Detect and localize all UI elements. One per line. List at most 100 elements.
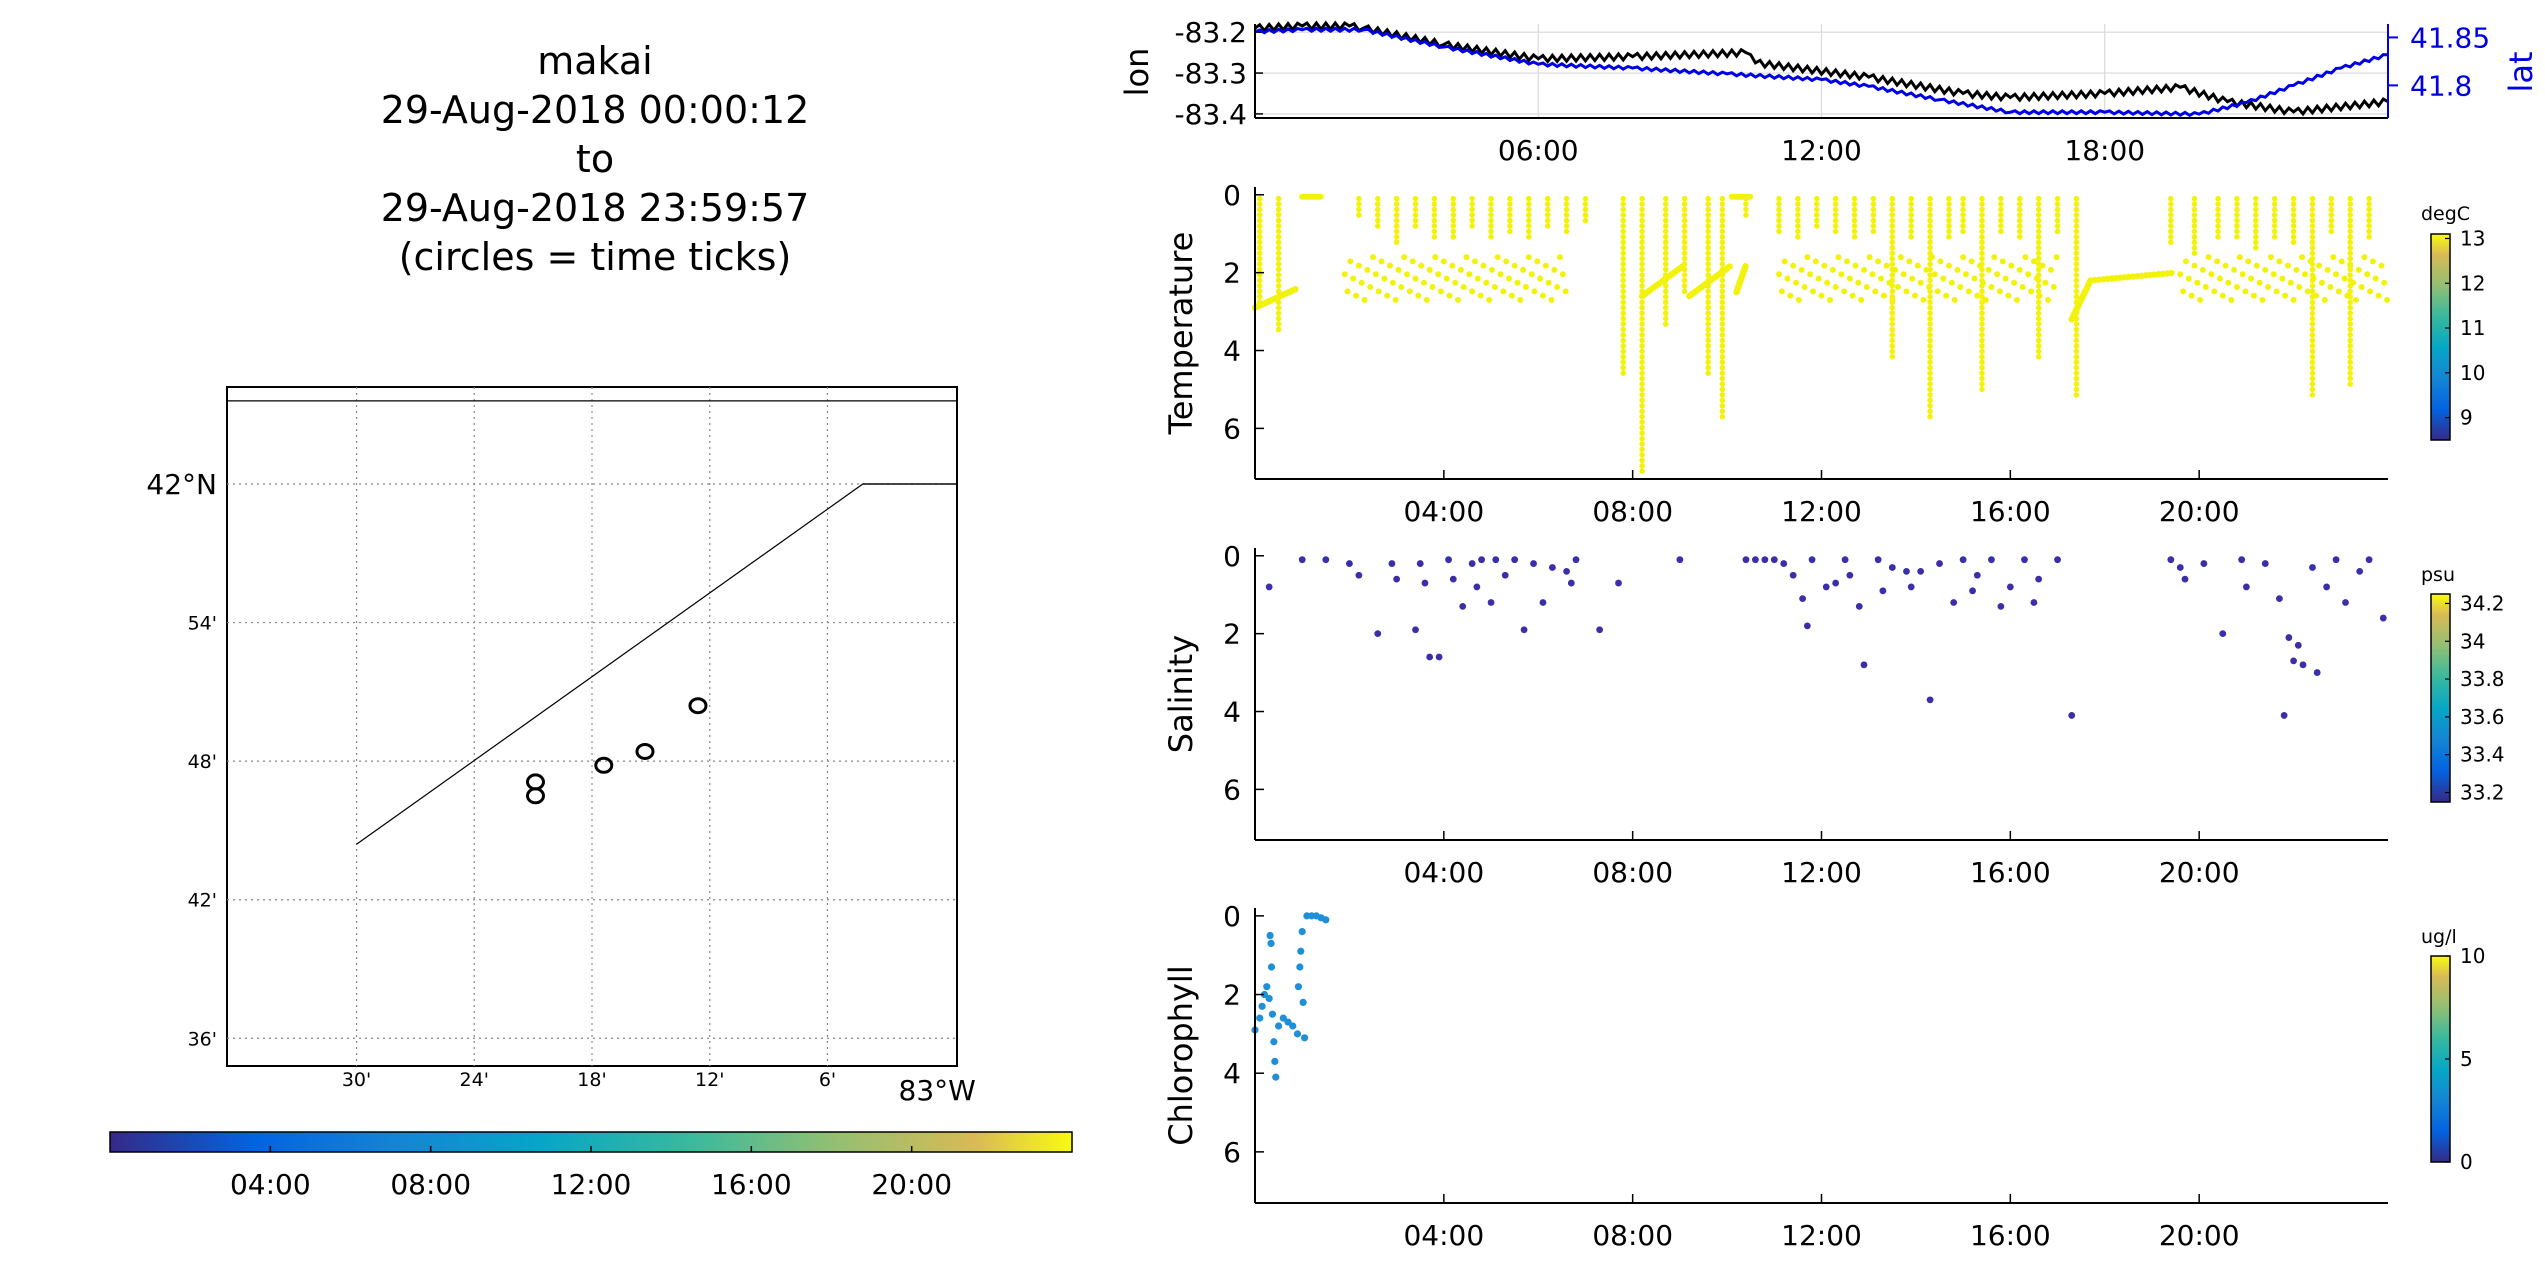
- salinity-point: [1615, 579, 1622, 587]
- temperature-point: [2219, 292, 2226, 299]
- temperature-point: [1960, 223, 1966, 229]
- temperature-point: [1795, 212, 1801, 218]
- temperature-point: [2035, 212, 2042, 218]
- salinity-point: [1421, 579, 1429, 587]
- lon-series-line: [1254, 20, 2389, 117]
- temperature-point: [1639, 266, 1645, 273]
- temperature-point: [1681, 244, 1688, 251]
- temperature-point: [1275, 234, 1282, 240]
- temperature-point: [2035, 234, 2042, 240]
- temperature-point: [1450, 234, 1457, 240]
- temperature-point: [1469, 212, 1475, 218]
- temperature-point: [1507, 201, 1513, 207]
- temperature-point: [1719, 244, 1726, 251]
- temperature-point: [1705, 223, 1711, 229]
- temperature-point: [2042, 279, 2049, 286]
- temperature-point: [2073, 255, 2080, 262]
- temperature-point: [2016, 212, 2023, 218]
- temperature-point: [1275, 326, 1282, 333]
- temperature-point: [2194, 279, 2201, 286]
- chlorophyll-colorbar-unit: ug/l: [2421, 926, 2457, 948]
- temperature-point: [1440, 258, 1447, 265]
- temperature-point: [1870, 206, 1877, 213]
- temperature-point: [1979, 201, 1985, 207]
- lat-axis-label: lat: [2502, 51, 2540, 92]
- salinity-point: [1478, 556, 1485, 564]
- temperature-point: [1463, 254, 1470, 261]
- temperature-point: [2276, 258, 2283, 265]
- temperature-point: [1776, 217, 1782, 224]
- temperature-point: [1639, 212, 1645, 218]
- chlorophyll-colorbar-tick-label: 5: [2460, 1047, 2473, 1071]
- temperature-point: [2242, 288, 2249, 295]
- temperature-point: [2309, 392, 2316, 398]
- temperature-point: [1979, 315, 1985, 322]
- temperature-point: [1639, 430, 1645, 436]
- temperature-point: [1409, 258, 1416, 265]
- salinity-point: [1374, 630, 1382, 638]
- temperature-point: [1795, 201, 1801, 207]
- temperature-point: [2309, 212, 2316, 218]
- temperature-point: [1880, 292, 1887, 299]
- temperature-point: [1974, 292, 1981, 299]
- temperature-point: [2309, 321, 2316, 327]
- temperature-point: [1889, 228, 1896, 235]
- temperature-point: [1889, 348, 1896, 355]
- temperature-point: [2054, 228, 2061, 235]
- temperature-x-tick-label: 12:00: [1781, 495, 1862, 528]
- chlorophyll-y-tick-label: 6: [1223, 1136, 1241, 1169]
- temperature-point: [2234, 212, 2240, 218]
- temperature-point: [2248, 275, 2255, 282]
- temperature-point: [1525, 254, 1532, 261]
- temperature-point: [2035, 348, 2042, 355]
- temperature-point: [2073, 201, 2080, 207]
- temperature-point: [1889, 239, 1896, 246]
- temperature-point: [2350, 279, 2357, 286]
- temperature-point: [1367, 284, 1374, 291]
- salinity-point: [1803, 622, 1811, 630]
- temperature-point: [1415, 292, 1422, 299]
- temperature-point: [1960, 212, 1966, 218]
- temperature-point: [2253, 223, 2259, 229]
- temperature-point: [1875, 258, 1882, 265]
- temperature-point: [1662, 217, 1669, 224]
- temperature-point: [2199, 266, 2206, 273]
- temperature-point: [1928, 254, 1935, 261]
- temperature-point: [1719, 386, 1726, 393]
- salinity-point: [1445, 556, 1452, 564]
- temperature-point: [2309, 348, 2316, 355]
- temperature-point: [2035, 250, 2042, 256]
- temperature-point: [1946, 223, 1952, 229]
- temperature-point: [1662, 239, 1669, 246]
- temperature-point: [2253, 212, 2259, 218]
- temperature-point: [1662, 195, 1669, 202]
- temperature-point: [1639, 337, 1645, 344]
- temperature-colorbar-tick-label: 11: [2460, 316, 2485, 340]
- temperature-point: [1979, 359, 1985, 366]
- temperature-point: [1726, 263, 1733, 270]
- temperature-point: [2256, 279, 2263, 286]
- temperature-point: [2347, 375, 2354, 382]
- temperature-point: [1542, 262, 1549, 269]
- figure-title-line-3: to: [575, 137, 615, 181]
- temperature-point: [1889, 217, 1896, 224]
- temperature-point: [1639, 348, 1645, 355]
- temperature-point: [1275, 250, 1282, 256]
- temperature-point: [1851, 223, 1858, 229]
- temperature-point: [1927, 195, 1933, 202]
- temperature-point: [2008, 262, 2015, 269]
- temperature-point: [1491, 284, 1498, 291]
- temperature-point: [1681, 206, 1688, 213]
- chlorophyll-point: [1260, 990, 1269, 999]
- lat-tick-label: 41.8: [2410, 69, 2472, 102]
- lon-tick-label: -83.2: [1175, 16, 1247, 49]
- temperature-point: [1374, 201, 1381, 207]
- chlorophyll-point: [1265, 994, 1273, 1003]
- temperature-point: [1705, 266, 1711, 273]
- temperature-point: [1927, 353, 1933, 360]
- temperature-point: [1982, 296, 1989, 303]
- temperature-point: [2214, 258, 2221, 265]
- temperature-point: [1520, 266, 1527, 273]
- temperature-point: [2347, 212, 2354, 218]
- temperature-point: [1488, 212, 1494, 218]
